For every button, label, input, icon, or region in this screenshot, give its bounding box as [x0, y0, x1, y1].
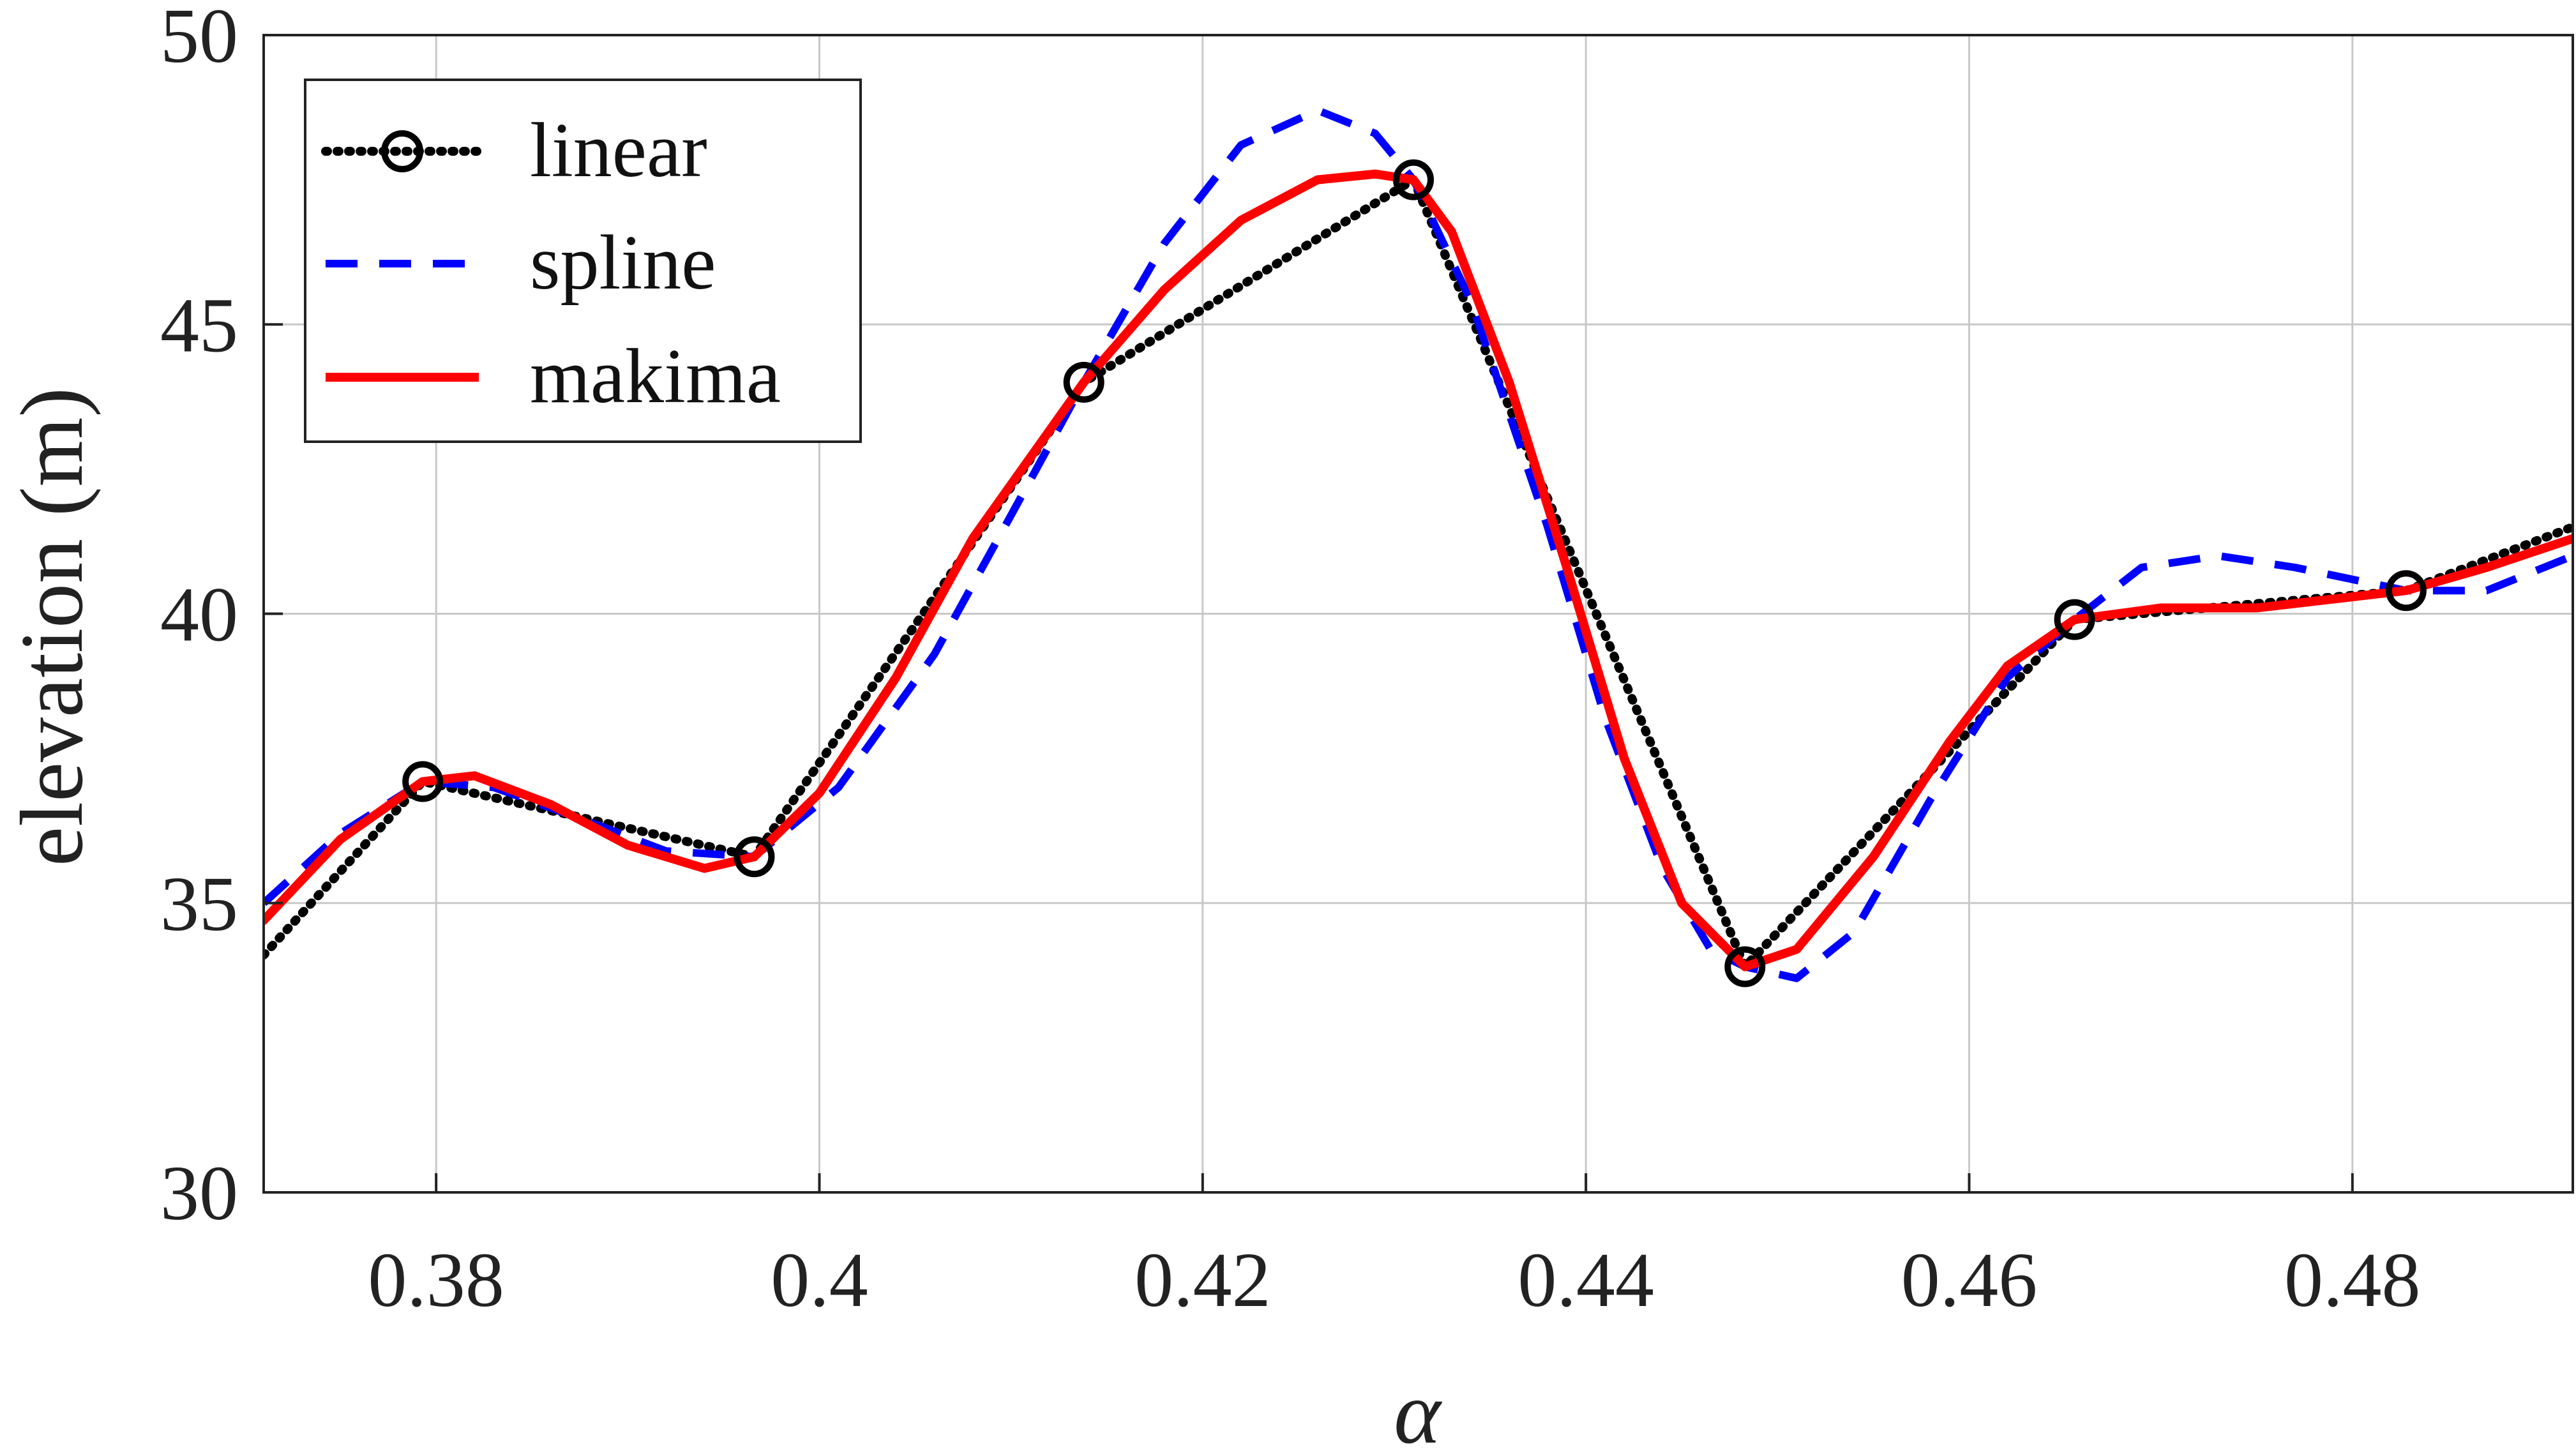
y-tick-label: 30 [160, 1150, 238, 1236]
y-tick-label: 35 [160, 861, 238, 947]
legend-item-linear: linear [321, 107, 707, 193]
legend-label-linear: linear [530, 107, 707, 193]
series-layer [264, 106, 2573, 987]
x-axis-label: α [1394, 1363, 1442, 1456]
y-tick-label: 45 [160, 282, 238, 368]
legend-label-spline: spline [530, 220, 716, 306]
x-tick-label: 0.48 [2284, 1237, 2421, 1323]
data-point-marker [734, 836, 775, 878]
legend-marker-linear [381, 130, 423, 172]
x-tick-label: 0.4 [771, 1237, 868, 1323]
x-tick-label: 0.42 [1134, 1237, 1271, 1323]
x-tick-label: 0.44 [1518, 1237, 1654, 1323]
y-axis-label: elevation (m) [3, 387, 102, 866]
x-tick-label: 0.38 [368, 1237, 504, 1323]
series-line-spline [264, 106, 2573, 982]
legend-label-makima: makima [530, 333, 781, 419]
y-tick-label: 50 [160, 0, 238, 79]
legend: linear spline makima [304, 79, 862, 443]
data-point-marker [1392, 159, 1434, 200]
legend-item-makima: makima [326, 333, 781, 419]
legend-item-spline: spline [326, 220, 716, 306]
series-line-makima [264, 169, 2573, 972]
data-point-marker [1724, 946, 1766, 987]
data-point-marker [1063, 361, 1104, 403]
data-point-marker [2385, 570, 2427, 612]
x-tick-label: 0.46 [1901, 1237, 2038, 1323]
data-point-marker [2054, 599, 2095, 640]
data-point-marker [402, 761, 444, 802]
y-tick-label: 40 [160, 572, 238, 658]
tick-labels: 0.38 0.4 0.42 0.44 0.46 0.48 30 35 40 45 50 [160, 0, 2421, 1323]
